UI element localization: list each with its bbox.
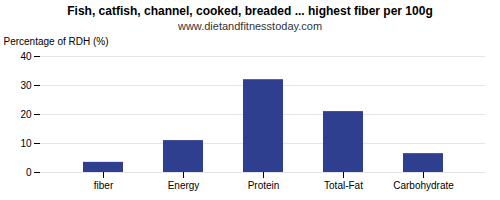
svg-text:Carbohydrate: Carbohydrate bbox=[393, 180, 454, 191]
html-text:Fish, catfish, channel, cooked: Fish, catfish, channel, cooked, breaded … bbox=[67, 4, 433, 18]
svg-text:20: 20 bbox=[20, 109, 32, 120]
svg-text:Protein: Protein bbox=[248, 180, 280, 191]
svg-text:0: 0 bbox=[26, 167, 32, 178]
svg-text:40: 40 bbox=[20, 51, 32, 62]
svg-text:10: 10 bbox=[20, 138, 32, 149]
svg-text:fiber: fiber bbox=[94, 180, 114, 191]
svg-text:Energy: Energy bbox=[168, 180, 200, 191]
svg-text:Percentage of RDH (%): Percentage of RDH (%) bbox=[4, 36, 109, 47]
svg-text:Total-Fat: Total-Fat bbox=[324, 180, 363, 191]
svg-text:30: 30 bbox=[20, 80, 32, 91]
html-text:www.dietandfitnesstoday.com: www.dietandfitnesstoday.com bbox=[178, 20, 322, 32]
